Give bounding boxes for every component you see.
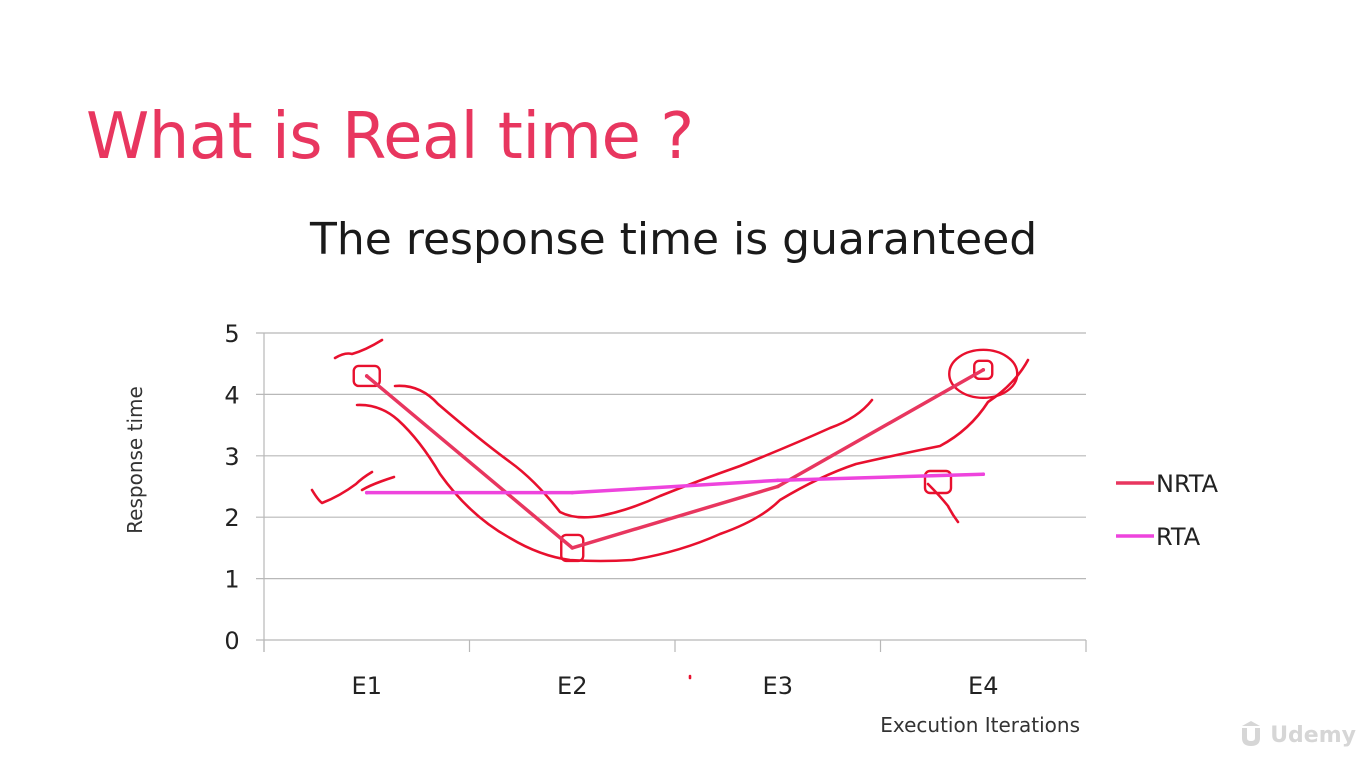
- data-point-nrta: [981, 368, 986, 372]
- x-tick-label: E2: [557, 672, 587, 700]
- annotation-box: [973, 359, 994, 381]
- chart-legend: NRTA RTA: [1116, 470, 1219, 551]
- chart-labels: Execution Iterations Response time 0 1 2 3 4…: [123, 320, 1080, 737]
- y-tick-label: 0: [224, 627, 239, 655]
- x-tick-label: E3: [763, 672, 793, 700]
- y-tick-label: 5: [224, 320, 239, 348]
- udemy-logo-icon: [1242, 721, 1261, 746]
- legend-label-nrta: NRTA: [1156, 470, 1219, 498]
- y-axis-label: Response time: [123, 386, 147, 534]
- x-axis-label: Execution Iterations: [880, 713, 1080, 737]
- udemy-watermark: Udemy: [1236, 720, 1356, 750]
- watermark-text: Udemy: [1270, 722, 1356, 748]
- annotation-stroke: [393, 384, 874, 519]
- data-point-nrta: [364, 374, 369, 378]
- x-tick-label: E4: [968, 672, 998, 700]
- legend-label-rta: RTA: [1156, 523, 1201, 551]
- y-tick-label: 2: [224, 504, 239, 532]
- annotation-box: [560, 533, 585, 563]
- annotation-circle: [948, 348, 1019, 400]
- handwritten-annotations: [310, 338, 1030, 680]
- annotation-box: [352, 364, 381, 388]
- y-tick-label: 3: [224, 443, 239, 471]
- annotation-box: [923, 469, 953, 495]
- data-point-rta: [775, 478, 780, 483]
- series-line-nrta: [365, 368, 985, 550]
- data-point-nrta: [775, 484, 780, 489]
- annotation-stroke: [310, 470, 374, 505]
- data-point-rta: [570, 490, 575, 495]
- data-point-rta: [364, 490, 369, 495]
- annotation-stroke: [355, 358, 1030, 563]
- y-tick-label: 4: [224, 381, 239, 409]
- slide-title: What is Real time ?: [86, 100, 694, 174]
- slide-subtitle: The response time is guaranteed: [310, 214, 1038, 265]
- annotation-stroke: [926, 482, 960, 524]
- chart-axes: [263, 333, 1087, 652]
- data-point-nrta: [570, 546, 575, 550]
- annotation-stroke: [333, 338, 384, 360]
- chart-series: [364, 368, 986, 550]
- x-tick-label: E1: [352, 672, 382, 700]
- annotation-stroke: [360, 475, 396, 492]
- data-point-rta: [981, 472, 986, 477]
- series-line-rta: [365, 472, 985, 495]
- y-tick-label: 1: [224, 566, 239, 594]
